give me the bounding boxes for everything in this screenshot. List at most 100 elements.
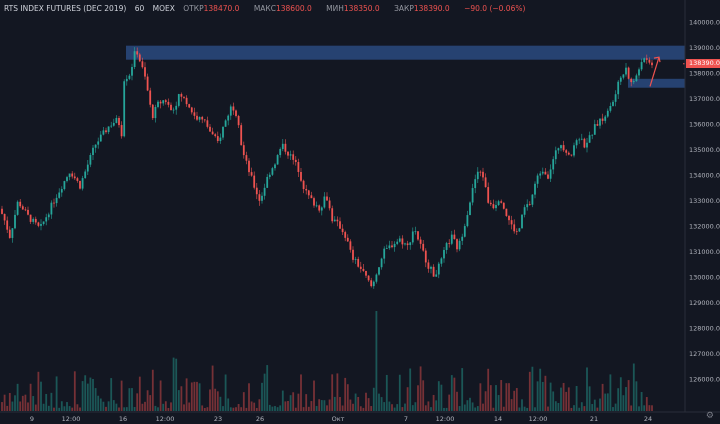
- candle: [578, 139, 581, 141]
- candle: [302, 180, 305, 190]
- candle: [232, 106, 235, 111]
- candle: [14, 214, 16, 229]
- y-tick: 135000.0: [689, 146, 720, 154]
- y-tick: 136000.0: [689, 121, 720, 129]
- volume-bar: [68, 406, 71, 411]
- candle: [250, 172, 253, 176]
- candle: [320, 207, 323, 211]
- x-tick: 12:00: [529, 415, 548, 423]
- volume-bar: [263, 373, 266, 411]
- candle: [11, 228, 14, 238]
- candle: [606, 110, 609, 117]
- ohlc-change: −90.0 (−0.06%): [464, 4, 526, 13]
- arrow-annotation[interactable]: [649, 56, 660, 87]
- volume-bar: [523, 406, 526, 411]
- volume-bar: [292, 392, 295, 411]
- volume-bar: [404, 403, 406, 411]
- volume-bar: [601, 383, 604, 411]
- volume-bar: [565, 391, 568, 411]
- volume-bar: [432, 394, 435, 411]
- symbol-title[interactable]: RTS INDEX FUTURES (DEC 2019): [4, 4, 127, 13]
- gear-icon[interactable]: ⚙: [705, 411, 714, 421]
- volume-bar: [201, 405, 204, 411]
- volume-bar: [102, 401, 105, 411]
- volume-bar: [578, 407, 581, 411]
- volume-bar: [323, 400, 326, 411]
- candle: [245, 155, 248, 161]
- volume-bar: [643, 405, 646, 411]
- volume-bar: [557, 403, 560, 411]
- candle: [110, 125, 113, 127]
- volume-bar: [365, 392, 367, 411]
- interval[interactable]: 60: [134, 4, 145, 13]
- volume-bar: [281, 390, 284, 411]
- candle: [370, 280, 373, 287]
- volume-bar: [94, 388, 97, 411]
- y-tick: 130000.0: [689, 274, 720, 282]
- volume-bar: [294, 407, 297, 411]
- x-tick: 14: [494, 415, 502, 423]
- candle: [612, 101, 614, 106]
- candle: [601, 118, 604, 121]
- candle: [115, 117, 118, 123]
- candle: [3, 213, 6, 221]
- candle: [131, 67, 133, 76]
- candle: [294, 159, 297, 163]
- volume-bar: [398, 374, 401, 411]
- candle: [94, 144, 97, 148]
- volume-bar: [349, 399, 352, 411]
- volume-bar: [453, 377, 456, 411]
- volume-bar: [198, 383, 201, 411]
- candle: [112, 122, 115, 126]
- candle: [536, 175, 539, 184]
- candle: [84, 171, 87, 179]
- volume-bar: [237, 403, 240, 411]
- candle: [198, 116, 201, 120]
- candle: [435, 274, 438, 277]
- volume-bar: [112, 400, 115, 411]
- volume-bar: [492, 407, 495, 411]
- volume-bar: [375, 311, 378, 411]
- volume-bar: [422, 380, 425, 411]
- candle: [281, 143, 284, 150]
- candle: [261, 195, 263, 201]
- candle: [193, 112, 196, 116]
- volume-bar: [469, 397, 471, 411]
- zone-0[interactable]: [126, 45, 685, 60]
- x-tick: 26: [256, 415, 264, 423]
- candle: [372, 281, 375, 287]
- volume-bar: [562, 382, 565, 411]
- volume-bar: [53, 407, 55, 411]
- volume-bar: [14, 395, 16, 411]
- zone-1[interactable]: [628, 78, 685, 88]
- volume-bar: [76, 404, 79, 411]
- volume-bar: [487, 368, 490, 411]
- candle: [422, 243, 425, 251]
- candle: [627, 67, 630, 79]
- volume-bar: [196, 381, 198, 411]
- candle: [414, 231, 417, 233]
- volume-bar: [19, 401, 22, 411]
- candle: [523, 207, 526, 215]
- y-tick: 134000.0: [689, 172, 720, 180]
- volume-bar: [40, 381, 42, 411]
- volume-bar: [1, 402, 3, 411]
- volume-bar: [614, 403, 617, 411]
- volume-bar: [466, 400, 469, 411]
- volume-bar: [482, 403, 484, 411]
- candle: [240, 125, 243, 146]
- candle: [489, 202, 492, 205]
- candle: [479, 171, 482, 173]
- candle: [177, 94, 180, 106]
- candle: [495, 205, 497, 209]
- candle: [216, 136, 219, 141]
- candle: [617, 81, 620, 95]
- volume-bar: [617, 388, 620, 411]
- volume-bar: [567, 387, 570, 411]
- volume-bar: [331, 374, 334, 411]
- candle: [128, 75, 131, 79]
- candle: [235, 110, 237, 116]
- candle: [255, 187, 258, 195]
- volume-bar: [448, 394, 451, 411]
